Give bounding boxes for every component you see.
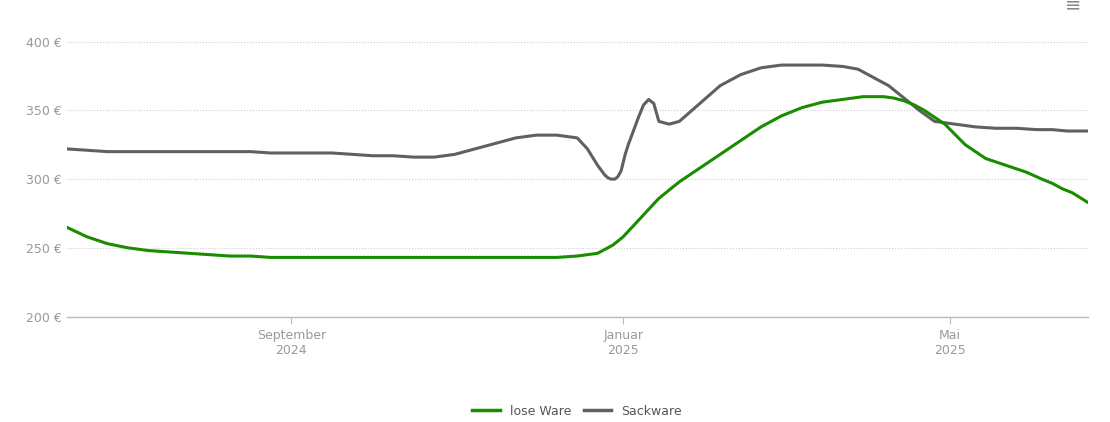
Legend: lose Ware, Sackware: lose Ware, Sackware [467, 400, 687, 422]
Text: ≡: ≡ [1064, 0, 1081, 14]
